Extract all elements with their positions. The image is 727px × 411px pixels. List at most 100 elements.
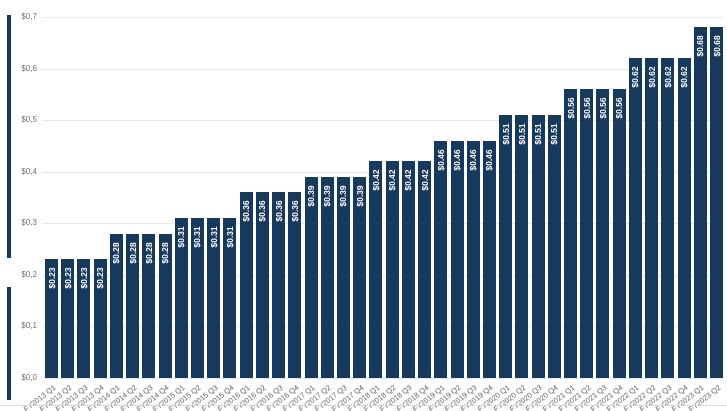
bar-value-label: $0.62 [679, 66, 690, 88]
gridline [42, 223, 723, 225]
bar[interactable] [61, 259, 75, 378]
gridline [42, 171, 723, 173]
bar[interactable] [531, 114, 545, 378]
bar[interactable] [564, 89, 578, 378]
bar-value-label: $0.36 [241, 200, 252, 222]
bar[interactable] [174, 218, 188, 378]
bar[interactable] [353, 176, 367, 378]
bar-value-label: $0.46 [484, 149, 495, 171]
bar[interactable] [45, 259, 58, 378]
bar-value-label: $0.28 [111, 241, 122, 264]
bar[interactable] [612, 89, 626, 378]
bar[interactable] [190, 218, 204, 378]
bar[interactable] [466, 140, 480, 378]
bar[interactable] [515, 114, 529, 378]
bar[interactable] [450, 140, 464, 378]
bar-value-label: $0.56 [581, 97, 592, 119]
bar[interactable] [401, 161, 415, 378]
bar-value-label: $0.39 [306, 185, 317, 207]
bar-value-label: $0.42 [419, 169, 430, 192]
bar-value-label: $0.42 [403, 169, 414, 192]
bar[interactable] [710, 27, 724, 378]
bar[interactable] [482, 140, 496, 378]
bar[interactable] [677, 58, 691, 378]
bar-value-label: $0.39 [338, 185, 349, 207]
bar-value-label: $0.56 [614, 97, 625, 119]
bar-value-label: $0.62 [630, 66, 641, 88]
bar-value-label: $0.23 [46, 267, 57, 290]
card-bottom-divider [0, 405, 727, 406]
bar-value-label: $0.23 [62, 267, 73, 290]
gridline [42, 326, 723, 328]
bar[interactable] [661, 58, 675, 378]
bar-value-label: $0.28 [143, 241, 154, 264]
bar-value-label: $0.68 [711, 35, 722, 57]
bar[interactable] [109, 233, 123, 378]
y-axis-tick-label: $0,6 [21, 63, 37, 73]
bar-value-label: $0.62 [662, 66, 673, 88]
bar-value-label: $0.31 [192, 226, 203, 248]
y-axis-tick-label: $0,1 [21, 321, 37, 331]
bar[interactable] [596, 89, 610, 378]
bar[interactable] [142, 233, 156, 378]
bar[interactable] [336, 176, 350, 378]
bar[interactable] [434, 140, 448, 378]
bar[interactable] [418, 161, 432, 378]
cropped-bar-sliver-bottom [7, 287, 11, 400]
bar-value-label: $0.39 [322, 185, 333, 207]
bar-value-label: $0.46 [468, 149, 479, 171]
bar-value-label: $0.46 [435, 149, 446, 171]
bar-value-label: $0.31 [176, 226, 187, 248]
bar[interactable] [320, 176, 334, 378]
y-axis-tick-label: $0,3 [21, 218, 37, 228]
bar[interactable] [304, 176, 318, 378]
bar[interactable] [693, 27, 707, 378]
bar-value-label: $0.51 [516, 123, 527, 145]
y-axis-tick-label: $0,4 [21, 166, 37, 176]
cropped-bar-sliver-top [7, 15, 11, 258]
gridline [42, 378, 723, 379]
bar[interactable] [369, 161, 383, 378]
bar-value-label: $0.23 [95, 267, 106, 290]
bar[interactable] [499, 114, 513, 378]
bar-value-label: $0.51 [533, 123, 544, 145]
bar-value-label: $0.42 [387, 169, 398, 192]
bar[interactable] [207, 218, 221, 378]
bar-value-label: $0.51 [500, 123, 511, 145]
bar[interactable] [93, 259, 107, 378]
bar-value-label: $0.31 [224, 226, 235, 248]
bar-value-label: $0.31 [208, 226, 219, 248]
bar-value-label: $0.56 [597, 97, 608, 119]
bar-value-label: $0.62 [646, 66, 657, 88]
gridline [42, 120, 723, 122]
bar[interactable] [158, 233, 172, 378]
bar-value-label: $0.39 [354, 185, 365, 207]
y-axis-tick-label: $0,0 [21, 373, 37, 382]
bar[interactable] [126, 233, 140, 378]
bar-value-label: $0.68 [695, 35, 706, 57]
bar-value-label: $0.56 [565, 97, 576, 119]
bar[interactable] [77, 259, 91, 378]
bar[interactable] [223, 218, 237, 378]
bar-value-label: $0.46 [452, 149, 462, 171]
bar[interactable] [547, 114, 561, 378]
bar[interactable] [645, 58, 659, 378]
bar[interactable] [255, 192, 269, 378]
bar[interactable] [385, 161, 399, 378]
bar-value-label: $0.23 [78, 267, 89, 290]
bar[interactable] [272, 192, 286, 378]
bar[interactable] [580, 89, 594, 378]
bar[interactable] [628, 58, 642, 378]
bar-value-label: $0.36 [257, 200, 268, 222]
bar[interactable] [239, 192, 253, 378]
bar-value-label: $0.42 [370, 169, 381, 192]
bar[interactable] [288, 192, 302, 378]
gridline [42, 17, 723, 18]
gridline [42, 274, 723, 276]
gridline [42, 68, 723, 70]
bar-value-label: $0.28 [160, 241, 171, 264]
y-axis-tick-label: $0,5 [21, 115, 37, 125]
bar-value-label: $0.51 [549, 123, 560, 145]
